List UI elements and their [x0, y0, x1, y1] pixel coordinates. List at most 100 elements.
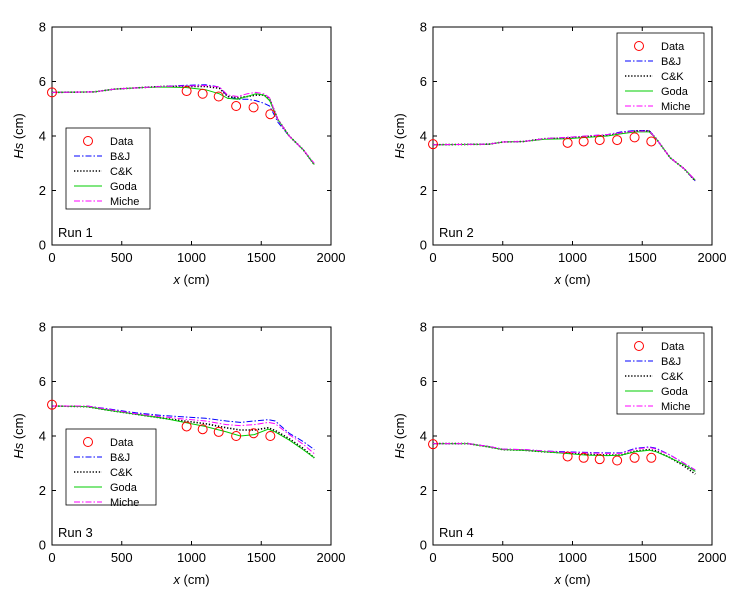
legend-label: Data	[110, 136, 134, 148]
legend-label: B&J	[661, 56, 681, 68]
legend-label: Goda	[110, 181, 138, 193]
y-tick-label: 6	[420, 374, 427, 389]
y-axis-ticks: 0 2 4 6 8	[420, 320, 712, 553]
y-axis-ticks: 0 2 4 6 8	[39, 320, 331, 553]
legend-label: Data	[661, 341, 685, 353]
run-label: Run 2	[439, 225, 474, 240]
data-point	[248, 102, 259, 113]
x-tick-label: 1500	[247, 550, 276, 565]
data-point	[594, 454, 605, 465]
y-tick-label: 2	[420, 183, 427, 198]
y-tick-label: 6	[420, 74, 427, 89]
data-point	[612, 135, 623, 146]
y-tick-label: 4	[420, 129, 427, 144]
legend-box	[616, 332, 705, 415]
data-point	[629, 452, 640, 463]
x-tick-label: 500	[492, 250, 514, 265]
legend-label: C&K	[110, 166, 133, 178]
y-tick-label: 4	[420, 429, 427, 444]
legend-label: C&K	[110, 467, 133, 479]
legend-box	[65, 428, 157, 506]
panel-run-4: 0 2 4 6 8 0 500 1000 1500 2000 Run 4 x (cm) Hs (…	[392, 320, 726, 588]
legend-label: B&J	[110, 452, 130, 464]
x-axis-ticks: 0 500 1000 1500 2000	[429, 27, 726, 265]
data-point	[213, 426, 224, 437]
y-tick-label: 6	[39, 74, 46, 89]
x-tick-label: 500	[111, 250, 133, 265]
y-axis-label: Hs (cm)	[392, 113, 407, 159]
x-tick-label: 1500	[247, 250, 276, 265]
legend-label: Miche	[110, 497, 139, 509]
x-axis-label: x (cm)	[553, 572, 590, 587]
x-axis-ticks: 0 500 1000 1500 2000	[429, 327, 726, 565]
data-points-layer	[428, 439, 657, 466]
x-tick-label: 2000	[317, 550, 346, 565]
data-points-layer	[47, 86, 276, 120]
series-layer	[432, 130, 696, 182]
x-tick-label: 0	[429, 250, 436, 265]
legend-marker-data	[634, 41, 644, 51]
series-line-miche	[432, 130, 696, 181]
data-point	[197, 88, 208, 99]
data-point	[562, 451, 573, 462]
legend: Data B&J C&K Goda Miche	[65, 428, 157, 509]
legend-marker-data	[83, 437, 93, 447]
data-point	[629, 132, 640, 143]
x-axis-ticks: 0 500 1000 1500 2000	[48, 327, 345, 565]
x-tick-label: 1000	[177, 550, 206, 565]
x-tick-label: 500	[492, 550, 514, 565]
y-tick-label: 2	[39, 183, 46, 198]
x-tick-label: 1000	[177, 250, 206, 265]
run-label: Run 1	[58, 225, 93, 240]
data-point	[428, 439, 438, 450]
y-tick-label: 0	[420, 538, 427, 553]
data-point	[578, 452, 589, 463]
data-point	[181, 421, 192, 432]
y-tick-label: 6	[39, 374, 46, 389]
series-line-bj	[52, 405, 315, 451]
data-point	[197, 424, 208, 435]
legend-box	[65, 127, 151, 210]
data-points-layer	[47, 399, 276, 441]
y-tick-label: 0	[420, 238, 427, 253]
x-tick-label: 500	[111, 550, 133, 565]
data-point	[578, 136, 589, 147]
y-tick-label: 2	[420, 483, 427, 498]
data-point	[231, 431, 242, 441]
x-tick-label: 0	[48, 550, 55, 565]
data-point	[213, 91, 224, 102]
legend: Data B&J C&K Goda Miche	[616, 32, 705, 115]
x-tick-label: 0	[429, 550, 436, 565]
x-tick-label: 1500	[628, 550, 657, 565]
series-line-miche	[433, 443, 696, 471]
legend-label: Goda	[110, 482, 138, 494]
legend: Data B&J C&K Goda Miche	[65, 127, 151, 210]
x-axis-label: x (cm)	[172, 272, 209, 287]
y-tick-label: 2	[39, 483, 46, 498]
data-point	[47, 87, 57, 98]
legend-label: C&K	[661, 371, 684, 383]
y-axis-ticks: 0 2 4 6 8	[39, 20, 331, 253]
series-layer	[51, 84, 315, 166]
data-point	[265, 431, 276, 441]
series-line-miche	[51, 85, 315, 164]
data-point	[612, 455, 623, 466]
y-tick-label: 8	[39, 320, 46, 335]
y-axis-ticks: 0 2 4 6 8	[420, 20, 712, 253]
y-axis-label: Hs (cm)	[11, 113, 26, 159]
x-tick-label: 1000	[558, 250, 587, 265]
panel-run-2: 0 2 4 6 8 0 500 1000 1500 2000 Run 2 x (cm) Hs (…	[392, 20, 726, 288]
legend-label: Data	[661, 41, 685, 53]
legend-box	[616, 32, 705, 115]
data-points-layer	[428, 132, 657, 150]
data-point	[594, 135, 605, 146]
run-label: Run 3	[58, 525, 93, 540]
y-axis-label: Hs (cm)	[11, 413, 26, 459]
y-tick-label: 4	[39, 429, 46, 444]
legend-label: Goda	[661, 386, 689, 398]
y-tick-label: 0	[39, 538, 46, 553]
y-tick-label: 8	[420, 20, 427, 35]
y-axis-label: Hs (cm)	[392, 413, 407, 459]
data-point	[562, 137, 573, 148]
